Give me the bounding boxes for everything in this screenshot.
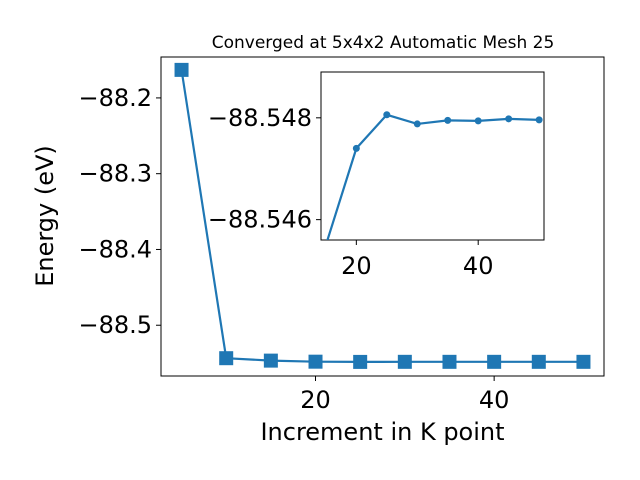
- data-point: [353, 354, 368, 369]
- y-tick-label: −88.5: [78, 311, 152, 339]
- data-point: [397, 354, 412, 369]
- x-tick-label: 20: [341, 252, 372, 280]
- data-point: [174, 62, 189, 77]
- data-point: [322, 242, 329, 249]
- data-point: [383, 111, 391, 119]
- data-point: [263, 353, 278, 368]
- x-tick-label: 20: [300, 386, 331, 414]
- data-point: [308, 354, 323, 369]
- y-tick-label: −88.546: [208, 206, 312, 234]
- data-point: [442, 354, 457, 369]
- main-plot-area: [160, 56, 605, 377]
- y-tick-label: −88.3: [78, 160, 152, 188]
- x-tick-label: 40: [463, 252, 494, 280]
- x-tick-label: 40: [479, 386, 510, 414]
- data-point: [474, 117, 482, 125]
- data-point: [535, 116, 543, 124]
- inset-axis-ticks: 20 40 −88.546 −88.548: [208, 104, 494, 280]
- main-series: [174, 62, 591, 369]
- y-tick-label: −88.4: [78, 235, 152, 263]
- data-point: [505, 115, 513, 123]
- data-point: [219, 351, 234, 366]
- data-point: [352, 144, 360, 152]
- inset-plot-area: [320, 71, 545, 241]
- y-tick-label: −88.2: [78, 84, 152, 112]
- series-line: [180, 69, 584, 364]
- series-line: [326, 113, 540, 240]
- chart-title: Converged at 5x4x2 Automatic Mesh 25: [212, 33, 555, 53]
- main-axis-ticks: 20 40 −88.5 −88.4 −88.3 −88.2: [78, 84, 509, 414]
- data-point: [444, 116, 452, 124]
- data-point: [576, 354, 591, 369]
- y-axis-label: Energy (eV): [31, 145, 59, 287]
- y-tick-label: −88.548: [208, 104, 312, 132]
- data-point: [487, 354, 502, 369]
- data-point: [531, 354, 546, 369]
- x-axis-label: Increment in K point: [260, 418, 504, 446]
- inset-series: [322, 111, 543, 249]
- data-point: [413, 120, 421, 128]
